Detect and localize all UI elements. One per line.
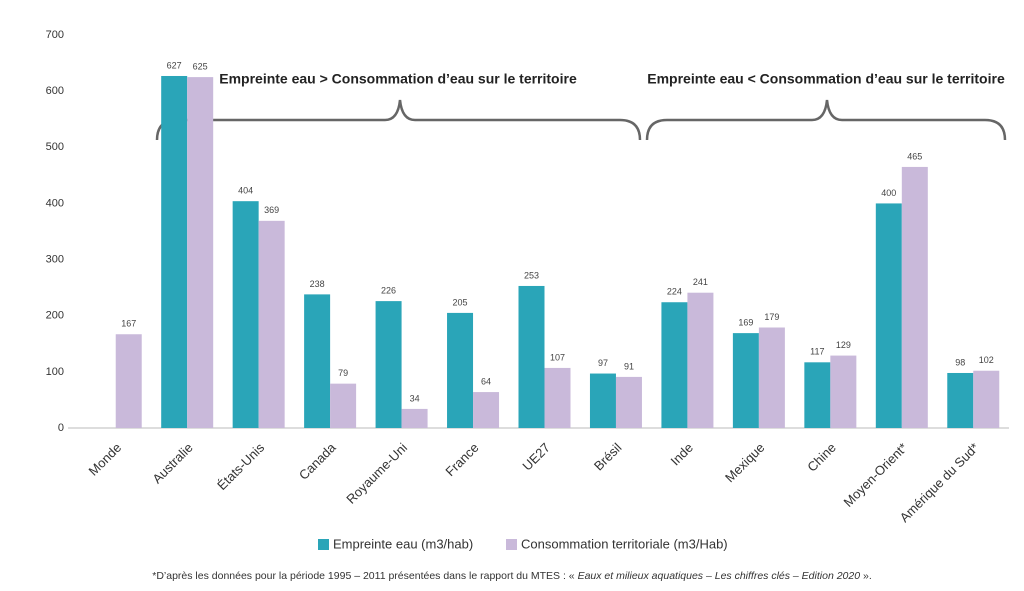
footnote-part: ». <box>860 570 872 582</box>
y-tick-label: 400 <box>46 197 64 209</box>
legend-swatch <box>318 539 329 550</box>
y-tick-label: 300 <box>46 253 64 265</box>
annotation: Empreinte eau < Consommation d’eau sur l… <box>647 71 1005 87</box>
value-label: 404 <box>238 186 253 196</box>
value-label: 400 <box>881 188 896 198</box>
y-tick-label: 500 <box>46 141 64 153</box>
value-label: 205 <box>453 297 468 307</box>
bar <box>401 408 428 428</box>
legend-label: Consommation territoriale (m3/Hab) <box>521 536 728 551</box>
value-label: 627 <box>167 60 182 70</box>
bar <box>330 383 357 428</box>
value-label: 625 <box>193 61 208 71</box>
brace <box>645 99 1007 141</box>
bar <box>901 166 928 428</box>
value-label: 169 <box>738 317 753 327</box>
y-tick-label: 700 <box>46 29 64 41</box>
bar <box>875 203 902 428</box>
x-tick-label: Amérique du Sud* <box>897 440 982 525</box>
bar <box>375 301 402 428</box>
y-tick-label: 600 <box>46 85 64 97</box>
value-label: 107 <box>550 352 565 362</box>
value-label: 79 <box>338 368 348 378</box>
bar <box>518 285 545 428</box>
value-label: 129 <box>836 340 851 350</box>
annotation: Empreinte eau > Consommation d’eau sur l… <box>219 71 577 87</box>
bar <box>804 362 831 428</box>
bar <box>661 302 688 428</box>
legend-swatch <box>506 539 517 550</box>
value-label: 241 <box>693 277 708 287</box>
value-label: 34 <box>410 393 420 403</box>
y-tick-label: 0 <box>58 422 64 434</box>
x-tick-label: Canada <box>296 439 339 482</box>
x-tick-label: UE27 <box>519 440 553 474</box>
value-label: 253 <box>524 270 539 280</box>
y-tick-label: 100 <box>46 366 64 378</box>
x-tick-label: France <box>442 440 481 479</box>
x-tick-label: Brésil <box>591 440 625 474</box>
bar <box>589 373 616 428</box>
footnote: *D’après les données pour la période 199… <box>152 570 872 582</box>
bar <box>615 376 642 428</box>
x-tick-label: Royaume-Uni <box>343 440 410 507</box>
bar <box>258 220 285 428</box>
bar <box>447 312 474 428</box>
y-tick-label: 200 <box>46 310 64 322</box>
bar <box>161 75 188 428</box>
value-label: 117 <box>810 347 824 357</box>
bar <box>830 355 857 428</box>
value-label: 224 <box>667 287 682 297</box>
x-tick-label: Mexique <box>722 440 767 485</box>
x-tick-label: Australie <box>149 440 195 486</box>
bar <box>544 367 571 428</box>
value-label: 369 <box>264 205 279 215</box>
footnote-part: *D’après les données pour la période 199… <box>152 570 577 582</box>
legend-label: Empreinte eau (m3/hab) <box>333 536 473 551</box>
bar <box>687 292 714 428</box>
x-tick-label: Monde <box>86 440 125 479</box>
bar <box>732 333 759 428</box>
x-tick-label: Inde <box>667 440 696 469</box>
value-label: 98 <box>955 357 965 367</box>
x-tick-label: Moyen-Orient* <box>840 440 910 510</box>
value-label: 64 <box>481 376 491 386</box>
value-label: 179 <box>764 312 779 322</box>
bar <box>758 327 785 428</box>
footnote-part: Eaux et milieux aquatiques – Les chiffre… <box>578 570 861 582</box>
brace <box>155 99 642 141</box>
x-tick-label: États-Unis <box>214 440 267 493</box>
value-label: 91 <box>624 361 634 371</box>
bar <box>115 334 142 428</box>
bar <box>473 392 500 428</box>
value-label: 238 <box>310 279 325 289</box>
value-label: 102 <box>979 355 994 365</box>
bar <box>947 372 974 428</box>
bar <box>187 77 214 428</box>
value-label: 97 <box>598 358 608 368</box>
bar <box>973 370 1000 428</box>
value-label: 465 <box>907 151 922 161</box>
bar <box>232 201 259 428</box>
x-tick-label: Chine <box>804 440 839 475</box>
value-label: 226 <box>381 285 396 295</box>
value-label: 167 <box>121 319 136 329</box>
bar <box>304 294 331 428</box>
